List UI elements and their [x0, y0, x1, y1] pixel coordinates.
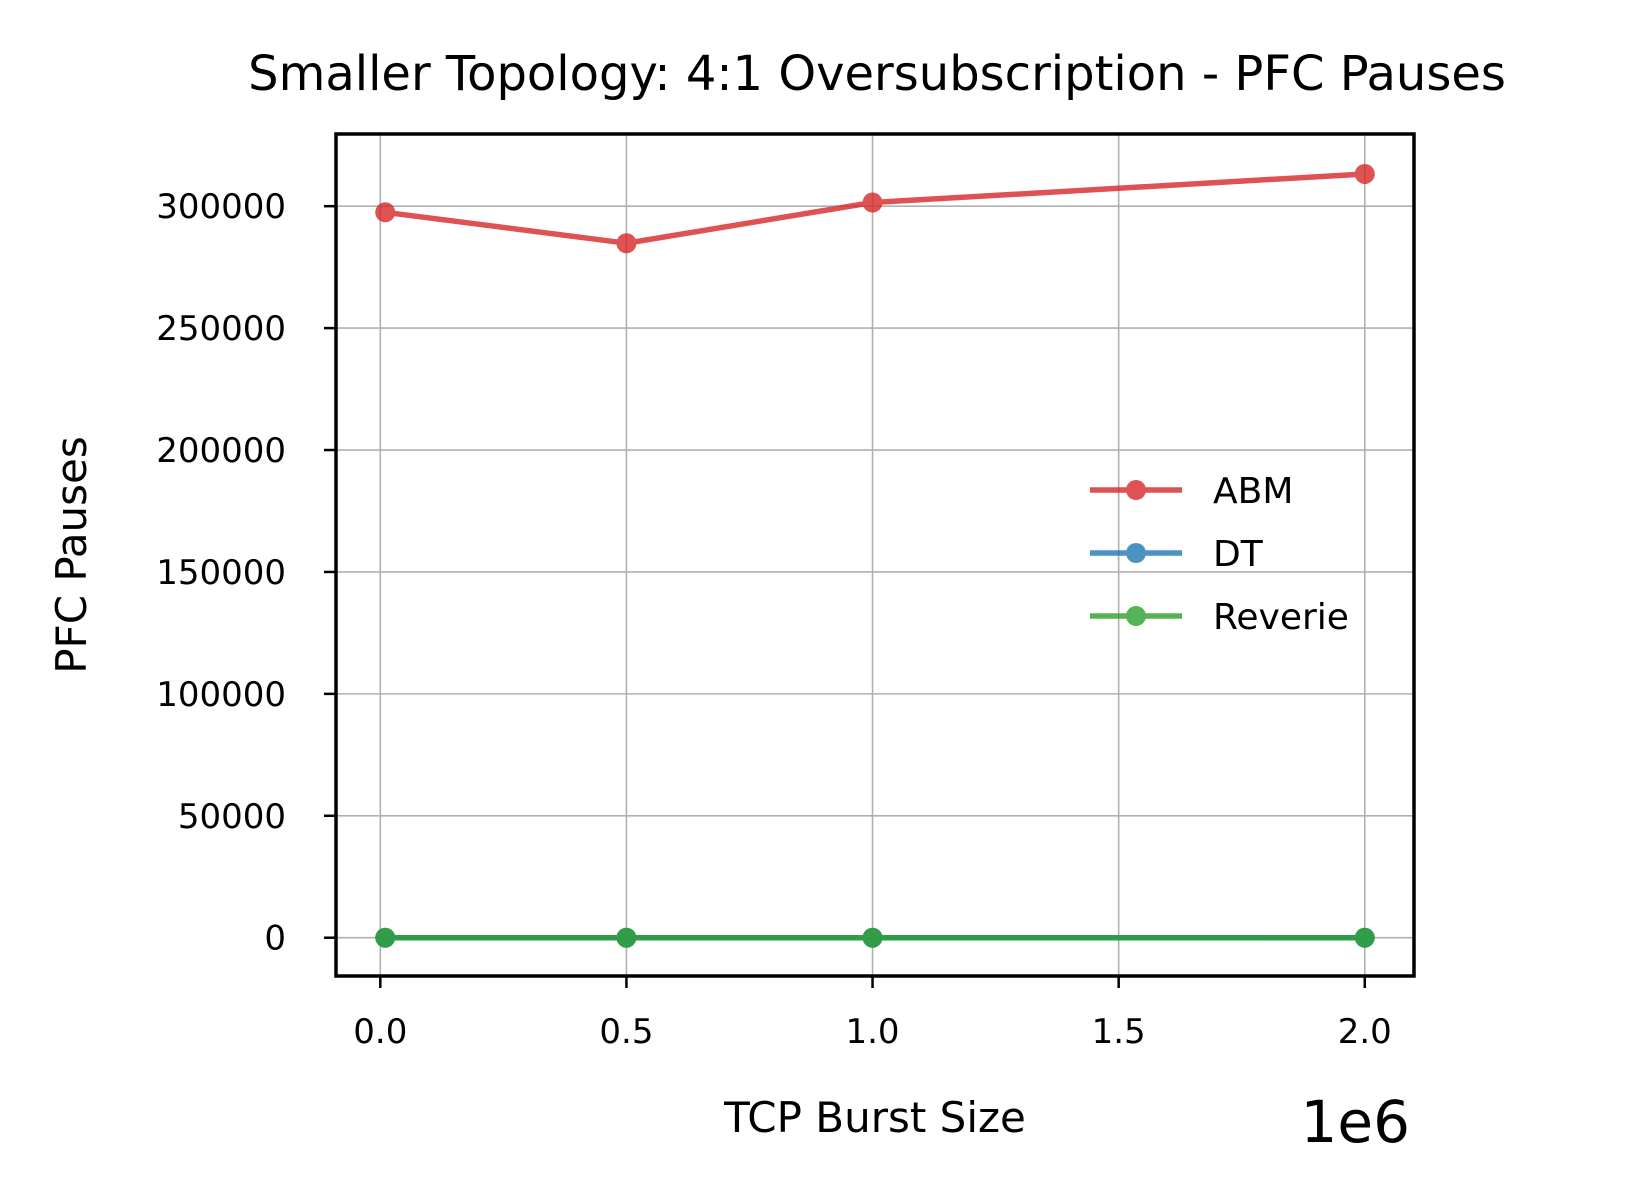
y-tick-label: 0	[264, 919, 286, 959]
legend-swatch	[1090, 480, 1182, 500]
legend-item-abm: ABM	[1090, 471, 1293, 512]
x-axis-offset-label: 1e6	[1301, 1088, 1411, 1156]
x-axis: 0.0 0.5 1.0 1.5 2.0	[353, 976, 1392, 1052]
series-reverie	[375, 927, 1375, 948]
x-axis-label: TCP Burst Size	[723, 1093, 1026, 1142]
y-tick-label: 200000	[156, 431, 286, 471]
legend-marker	[1126, 543, 1146, 563]
y-axis: 0 50000 100000 150000 200000 250000 300000	[156, 187, 336, 959]
data-point	[375, 202, 396, 223]
plot-frame	[334, 132, 1416, 978]
data-point	[616, 233, 637, 254]
x-tick-label: 2.0	[1338, 1012, 1392, 1052]
legend-item-reverie: Reverie	[1090, 597, 1349, 638]
y-tick-label: 150000	[156, 553, 286, 593]
data-point	[1354, 163, 1375, 184]
legend-label: DT	[1213, 534, 1264, 575]
y-tick-label: 300000	[156, 187, 286, 227]
y-tick-label: 250000	[156, 309, 286, 349]
legend-swatch	[1090, 606, 1182, 626]
series-abm	[375, 163, 1375, 254]
data-point	[862, 192, 883, 213]
x-tick-label: 1.5	[1092, 1012, 1146, 1052]
data-point	[862, 927, 883, 948]
legend-label: ABM	[1213, 471, 1293, 512]
y-tick-label: 100000	[156, 675, 286, 715]
chart-title: Smaller Topology: 4:1 Oversubscription -…	[248, 46, 1506, 102]
legend-marker	[1126, 480, 1146, 500]
data-point	[375, 927, 396, 948]
legend-marker	[1126, 606, 1146, 626]
legend-item-dt: DT	[1090, 534, 1264, 575]
legend-swatch	[1090, 543, 1182, 563]
x-tick-label: 1.0	[845, 1012, 899, 1052]
legend-label: Reverie	[1213, 597, 1349, 638]
y-axis-label: PFC Pauses	[47, 436, 96, 674]
x-tick-label: 0.0	[353, 1012, 407, 1052]
y-tick-label: 50000	[178, 797, 286, 837]
series-layer	[375, 163, 1375, 948]
data-point	[616, 927, 637, 948]
data-point	[1354, 927, 1375, 948]
series-line-abm	[384, 171, 1365, 246]
x-tick-label: 0.5	[599, 1012, 653, 1052]
legend: ABM DT Reverie	[1090, 471, 1349, 638]
